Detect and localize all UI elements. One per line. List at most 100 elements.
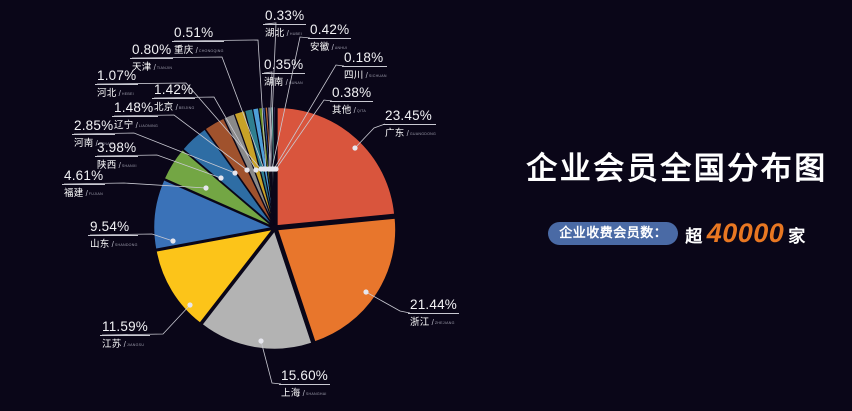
leader-line xyxy=(271,36,311,170)
callout-name-row: 其他/QITA xyxy=(330,102,373,117)
callout-name-pinyin: SHANDONG xyxy=(114,243,138,247)
callout-separator: / xyxy=(111,240,114,249)
callout-guangdong: 23.45% 广东/GUANGDONG xyxy=(383,108,437,140)
callout-separator: / xyxy=(135,121,138,130)
callout-separator: / xyxy=(285,78,288,87)
callout-sichuan: 0.18% 四川/SICHUAN xyxy=(342,50,387,82)
page-title: 企业会员全国分布图 xyxy=(526,151,828,186)
callout-name-cn: 北京 xyxy=(154,102,174,113)
leader-dot xyxy=(253,167,259,173)
member-count-badge: 企业收费会员数： xyxy=(548,222,679,245)
leader-line xyxy=(63,182,207,189)
leader-line xyxy=(273,64,345,170)
callout-percent: 1.48% xyxy=(112,100,159,117)
leader-dot xyxy=(232,170,238,176)
callout-name-cn: 河北 xyxy=(97,88,117,99)
callout-name-pinyin: SHANXI xyxy=(121,164,137,168)
pie-slice xyxy=(155,228,274,324)
callout-shanghai: 15.60% 上海/SHANGHAI xyxy=(279,368,330,400)
callout-name-pinyin: SHANGHAI xyxy=(305,392,327,396)
callout-separator: / xyxy=(118,89,121,98)
callout-name-pinyin: JIANGSU xyxy=(126,343,145,347)
callout-name-cn: 山东 xyxy=(90,239,110,250)
callout-percent: 0.51% xyxy=(172,25,224,42)
leader-dot xyxy=(218,175,224,181)
callout-percent: 0.42% xyxy=(308,22,352,39)
callout-percent: 21.44% xyxy=(408,297,459,314)
callout-name-cn: 上海 xyxy=(281,388,301,399)
callout-name-row: 广东/GUANGDONG xyxy=(383,125,436,140)
callout-chongqing: 0.51% 重庆/CHONGQING xyxy=(172,25,224,57)
member-value-number: 40000 xyxy=(706,218,785,248)
callout-name-row: 上海/SHANGHAI xyxy=(279,385,330,400)
member-count-value: 超 40000 家 xyxy=(685,218,806,249)
leader-line xyxy=(365,291,411,314)
callout-name-row: 四川/SICHUAN xyxy=(342,67,387,82)
callout-name-row: 重庆/CHONGQING xyxy=(172,42,224,57)
callout-fujian: 4.61% 福建/FUJIAN xyxy=(62,168,106,200)
callout-name-cn: 其他 xyxy=(332,105,352,116)
callout-percent: 0.80% xyxy=(130,42,174,59)
leader-line xyxy=(153,96,257,171)
callout-separator: / xyxy=(118,161,121,170)
callout-separator: / xyxy=(123,340,126,349)
callout-separator: / xyxy=(353,106,356,115)
member-value-prefix: 超 xyxy=(685,227,703,246)
callout-separator: / xyxy=(331,43,334,52)
leader-dot xyxy=(352,145,358,151)
callout-percent: 0.18% xyxy=(342,50,387,67)
callout-separator: / xyxy=(431,318,434,327)
callout-name-row: 福建/FUJIAN xyxy=(62,185,105,200)
pie-slice xyxy=(277,217,397,343)
callout-name-pinyin: TIANJIN xyxy=(156,66,173,70)
callout-name-pinyin: ZHEJIANG xyxy=(434,321,455,325)
callout-name-row: 山东/SHANDONG xyxy=(88,236,138,251)
leader-dot xyxy=(187,302,193,308)
callout-name-row: 陕西/SHANXI xyxy=(95,157,138,172)
leader-line xyxy=(73,132,236,174)
callout-name-cn: 河南 xyxy=(74,138,94,149)
leader-line xyxy=(131,56,265,170)
callout-name-cn: 福建 xyxy=(64,188,84,199)
leader-dot xyxy=(258,338,264,344)
pie-slice xyxy=(276,107,396,227)
callout-name-pinyin: HUBEI xyxy=(289,32,303,36)
callout-percent: 11.59% xyxy=(100,319,150,336)
callout-percent: 2.85% xyxy=(72,118,116,135)
leader-line xyxy=(264,22,277,170)
leader-line xyxy=(113,114,248,171)
callout-name-row: 辽宁/LIAONING xyxy=(112,117,158,132)
callout-name-pinyin: SICHUAN xyxy=(368,74,387,78)
callout-name-cn: 广东 xyxy=(385,128,405,139)
callout-leader-lines xyxy=(63,22,411,385)
leader-line xyxy=(173,39,267,170)
text-panel: 企业会员全国分布图 企业收费会员数： 超 40000 家 xyxy=(500,0,852,411)
callout-hunan: 0.35% 湖南/HUNAN xyxy=(262,57,306,89)
callout-name-row: 湖北/HUBEI xyxy=(263,25,306,40)
callout-name-cn: 四川 xyxy=(344,70,364,81)
leader-line xyxy=(96,154,222,179)
callout-separator: / xyxy=(153,63,156,72)
callout-name-cn: 安徽 xyxy=(310,42,330,53)
leader-dot xyxy=(273,166,279,172)
member-summary: 企业收费会员数： 超 40000 家 xyxy=(522,218,832,249)
callout-hubei: 0.33% 湖北/HUBEI xyxy=(263,8,307,40)
callout-name-pinyin: GUANGDONG xyxy=(409,132,437,136)
callout-name-row: 安徽/ANHUI xyxy=(308,39,351,54)
leader-line xyxy=(354,123,386,149)
callout-separator: / xyxy=(302,389,305,398)
callout-name-cn: 江苏 xyxy=(102,339,122,350)
callout-name-pinyin: LIAONING xyxy=(138,124,159,128)
callout-percent: 1.42% xyxy=(152,82,196,99)
callout-name-pinyin: ANHUI xyxy=(334,46,348,50)
callout-zhejiang: 21.44% 浙江/ZHEJIANG xyxy=(408,297,459,329)
callout-name-row: 河南/HENAN xyxy=(72,135,115,150)
callout-name-row: 浙江/ZHEJIANG xyxy=(408,314,459,329)
callout-name-pinyin: HUNAN xyxy=(288,81,303,85)
callout-shandong: 9.54% 山东/SHANDONG xyxy=(88,219,138,251)
callout-beijing: 1.42% 北京/BEIJING xyxy=(152,82,196,114)
callout-henan: 2.85% 河南/HENAN xyxy=(72,118,116,150)
pie-slice xyxy=(153,179,274,250)
member-value-suffix: 家 xyxy=(788,227,806,246)
